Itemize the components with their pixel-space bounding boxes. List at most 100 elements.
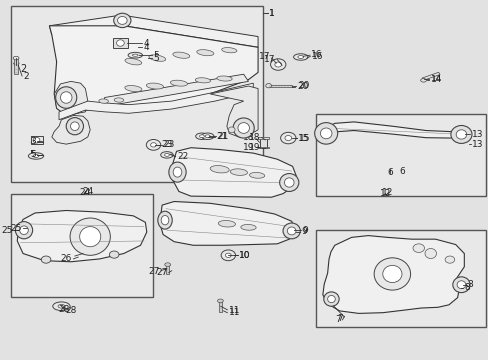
Bar xyxy=(260,138,266,148)
Polygon shape xyxy=(210,86,258,137)
Polygon shape xyxy=(54,81,88,116)
Ellipse shape xyxy=(195,133,208,139)
Text: 5: 5 xyxy=(30,150,36,159)
Ellipse shape xyxy=(20,226,28,234)
Text: 22: 22 xyxy=(177,153,188,162)
Ellipse shape xyxy=(450,126,471,143)
Ellipse shape xyxy=(195,78,210,83)
Ellipse shape xyxy=(168,162,186,182)
Text: 16: 16 xyxy=(311,52,323,61)
Text: 14: 14 xyxy=(430,75,441,84)
Text: 10: 10 xyxy=(239,251,250,260)
Text: 15: 15 xyxy=(298,134,309,143)
Ellipse shape xyxy=(124,86,142,91)
Ellipse shape xyxy=(293,54,307,60)
Ellipse shape xyxy=(424,248,436,258)
Ellipse shape xyxy=(225,253,231,257)
Bar xyxy=(165,264,169,274)
Text: 9: 9 xyxy=(302,226,308,235)
Text: 3: 3 xyxy=(30,136,36,145)
Ellipse shape xyxy=(116,40,124,46)
Text: 27: 27 xyxy=(156,268,167,277)
Ellipse shape xyxy=(452,277,469,293)
Ellipse shape xyxy=(210,166,229,173)
Ellipse shape xyxy=(170,80,187,86)
Text: 4: 4 xyxy=(143,43,149,52)
Polygon shape xyxy=(49,15,258,47)
Ellipse shape xyxy=(456,281,465,289)
Text: 10: 10 xyxy=(239,251,250,260)
Text: 4: 4 xyxy=(143,39,149,48)
Ellipse shape xyxy=(61,92,72,103)
Text: 5: 5 xyxy=(30,150,36,159)
Text: 22: 22 xyxy=(177,152,188,161)
Text: 6: 6 xyxy=(386,168,392,177)
Ellipse shape xyxy=(217,299,223,303)
Ellipse shape xyxy=(382,265,401,283)
Text: 21: 21 xyxy=(217,132,228,141)
Text: 8: 8 xyxy=(464,283,469,292)
Text: 5: 5 xyxy=(153,54,159,63)
Text: 6: 6 xyxy=(398,167,404,176)
Bar xyxy=(11,6,263,182)
Ellipse shape xyxy=(161,216,168,225)
Ellipse shape xyxy=(70,218,110,255)
Ellipse shape xyxy=(199,135,204,138)
Polygon shape xyxy=(52,116,90,144)
Text: 25: 25 xyxy=(10,224,21,233)
Text: 23: 23 xyxy=(163,140,175,149)
Text: 19: 19 xyxy=(248,143,260,152)
Ellipse shape xyxy=(161,152,173,158)
Ellipse shape xyxy=(58,305,64,308)
Ellipse shape xyxy=(274,62,281,67)
Polygon shape xyxy=(59,83,253,120)
Ellipse shape xyxy=(240,224,256,230)
Text: 18: 18 xyxy=(248,133,260,142)
Text: 8: 8 xyxy=(467,280,472,289)
Bar xyxy=(258,147,268,148)
Ellipse shape xyxy=(150,143,156,147)
Text: 2: 2 xyxy=(20,64,26,74)
Ellipse shape xyxy=(80,226,101,247)
Ellipse shape xyxy=(314,123,337,144)
Text: 13: 13 xyxy=(471,140,483,149)
Ellipse shape xyxy=(218,220,235,227)
Text: 24: 24 xyxy=(80,188,91,197)
Ellipse shape xyxy=(28,153,43,159)
Text: 17: 17 xyxy=(264,55,275,64)
Ellipse shape xyxy=(412,244,424,252)
Text: 3: 3 xyxy=(30,137,36,146)
Ellipse shape xyxy=(70,122,79,131)
Ellipse shape xyxy=(15,222,33,239)
Ellipse shape xyxy=(228,127,235,133)
Ellipse shape xyxy=(164,263,170,266)
Bar xyxy=(31,136,42,144)
Ellipse shape xyxy=(270,59,285,70)
Text: 17: 17 xyxy=(258,53,269,62)
Ellipse shape xyxy=(128,52,142,58)
Polygon shape xyxy=(322,235,464,314)
Polygon shape xyxy=(172,148,296,197)
Text: 18: 18 xyxy=(243,133,254,142)
Text: 28: 28 xyxy=(65,306,77,315)
Ellipse shape xyxy=(109,251,119,258)
Ellipse shape xyxy=(117,17,127,24)
Polygon shape xyxy=(104,74,248,107)
Polygon shape xyxy=(160,202,295,245)
Text: 25: 25 xyxy=(1,226,13,235)
Ellipse shape xyxy=(56,87,77,108)
Text: 12: 12 xyxy=(379,189,390,198)
Ellipse shape xyxy=(158,211,172,229)
Ellipse shape xyxy=(205,135,210,138)
Text: 13: 13 xyxy=(470,130,482,139)
Ellipse shape xyxy=(196,50,213,56)
Ellipse shape xyxy=(320,128,331,139)
Ellipse shape xyxy=(233,118,254,138)
Ellipse shape xyxy=(132,54,138,56)
Bar xyxy=(315,230,485,327)
Ellipse shape xyxy=(149,55,165,61)
Text: 9: 9 xyxy=(301,228,306,237)
Text: 16: 16 xyxy=(311,50,322,59)
Text: 21: 21 xyxy=(216,132,227,141)
Bar xyxy=(315,114,485,196)
